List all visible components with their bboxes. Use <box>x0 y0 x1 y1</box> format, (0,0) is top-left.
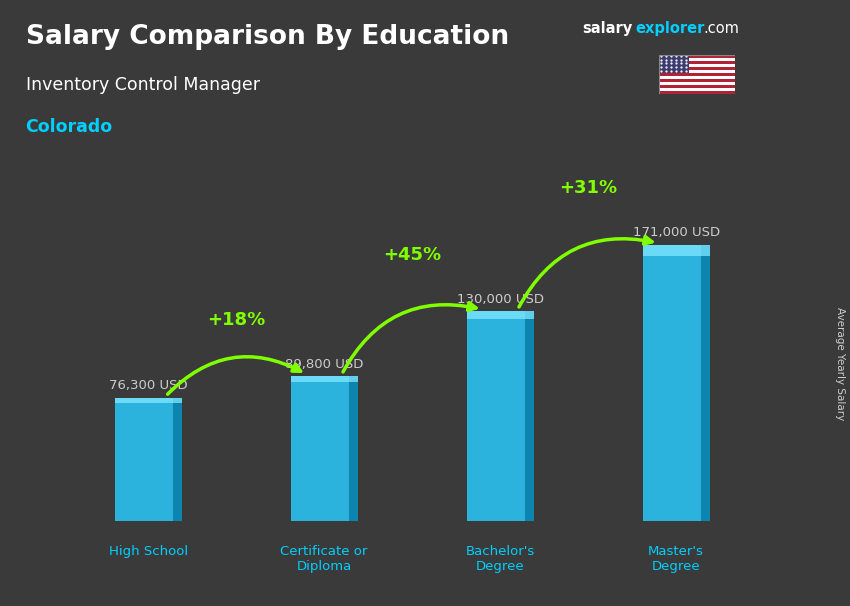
Bar <box>659 73 735 76</box>
Bar <box>291 376 358 382</box>
Text: +18%: +18% <box>207 310 265 328</box>
Bar <box>659 67 735 70</box>
Text: Average Yearly Salary: Average Yearly Salary <box>835 307 845 420</box>
Text: Inventory Control Manager: Inventory Control Manager <box>26 76 259 94</box>
Text: .com: .com <box>704 21 740 36</box>
Bar <box>701 245 710 521</box>
Bar <box>467 311 534 319</box>
Bar <box>659 61 735 64</box>
Bar <box>467 311 534 521</box>
Bar <box>291 376 358 521</box>
Bar <box>659 85 735 88</box>
Bar <box>643 245 710 521</box>
Bar <box>115 398 182 403</box>
Text: Bachelor's
Degree: Bachelor's Degree <box>466 545 535 573</box>
FancyArrowPatch shape <box>167 357 301 394</box>
Bar <box>659 64 735 67</box>
Bar <box>659 88 735 91</box>
Text: explorer: explorer <box>636 21 705 36</box>
Text: +45%: +45% <box>383 245 441 264</box>
Bar <box>659 82 735 85</box>
Bar <box>659 79 735 82</box>
Bar <box>659 91 735 94</box>
FancyArrowPatch shape <box>343 302 476 372</box>
Bar <box>643 245 710 256</box>
Bar <box>659 76 735 79</box>
Text: 130,000 USD: 130,000 USD <box>456 293 544 305</box>
Text: Certificate or
Diploma: Certificate or Diploma <box>280 545 368 573</box>
Text: Salary Comparison By Education: Salary Comparison By Education <box>26 24 508 50</box>
Text: 89,800 USD: 89,800 USD <box>285 358 363 371</box>
Bar <box>659 58 735 61</box>
Text: +31%: +31% <box>559 179 617 198</box>
Bar <box>659 55 735 58</box>
Bar <box>348 376 358 521</box>
Text: High School: High School <box>109 545 188 558</box>
Bar <box>524 311 534 521</box>
Bar <box>659 70 735 73</box>
Bar <box>659 55 689 73</box>
Bar <box>173 398 182 521</box>
Text: salary: salary <box>582 21 632 36</box>
Text: Master's
Degree: Master's Degree <box>649 545 704 573</box>
Bar <box>115 398 182 521</box>
Text: Colorado: Colorado <box>26 118 112 136</box>
Text: 76,300 USD: 76,300 USD <box>109 379 187 393</box>
Text: 171,000 USD: 171,000 USD <box>632 227 720 239</box>
FancyArrowPatch shape <box>519 236 652 307</box>
